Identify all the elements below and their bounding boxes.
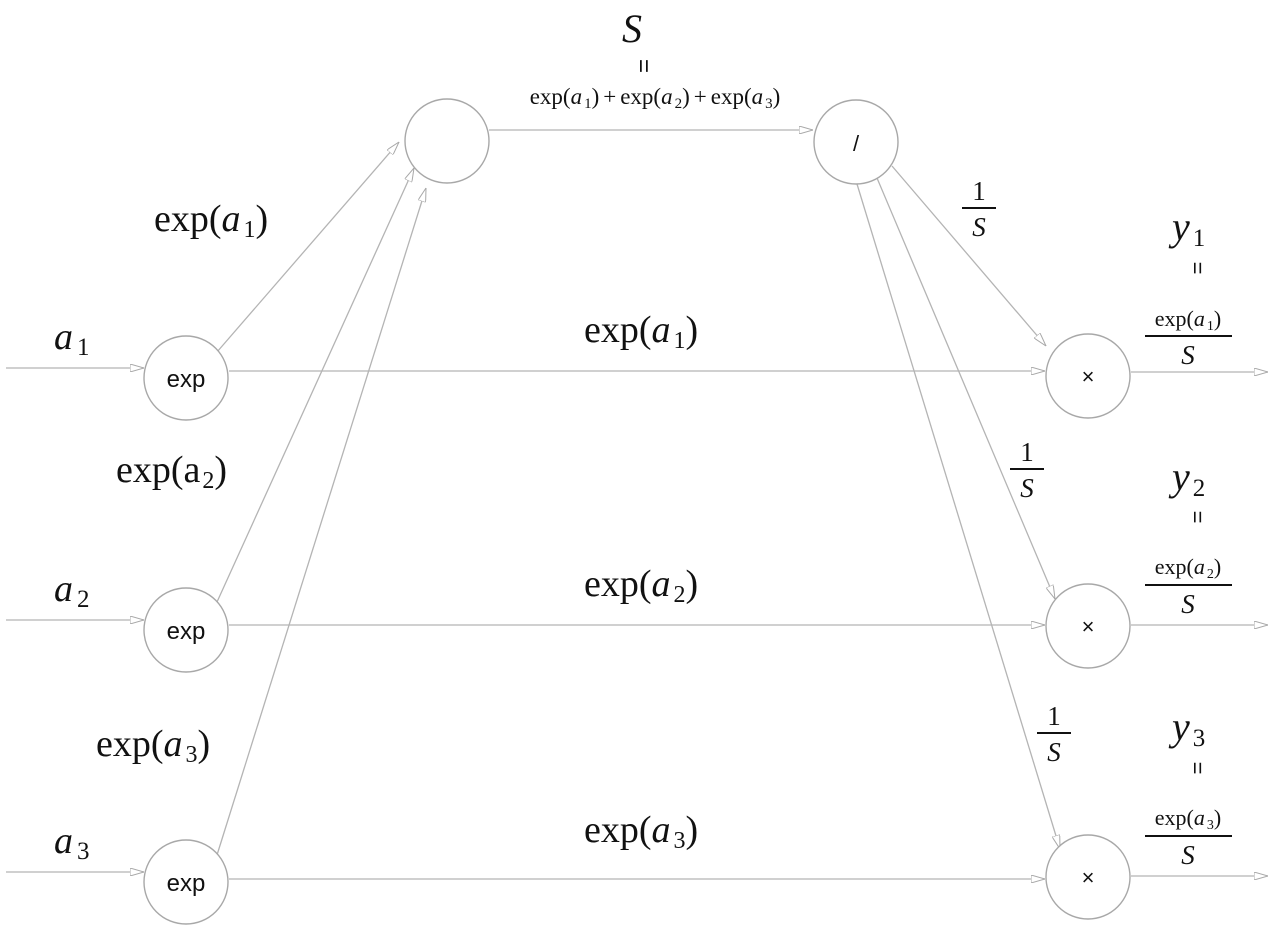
edge-label-exp-a1-mul: exp(a 1) bbox=[584, 309, 698, 354]
edge-label-exp-a1-sum: exp(a 1) bbox=[154, 198, 268, 243]
output-label-y2-equals: = bbox=[1185, 511, 1210, 524]
multiply-node-3: × bbox=[1045, 834, 1131, 920]
div-to-mul3-edge bbox=[856, 183, 1061, 849]
divide-node-label: / bbox=[853, 131, 860, 156]
output-label-y1-equals: = bbox=[1185, 262, 1210, 275]
reciprocal-label-3-den: S bbox=[1047, 737, 1061, 767]
reciprocal-label-3: 1 S bbox=[1037, 701, 1071, 767]
div-to-mul2-edge bbox=[876, 177, 1055, 599]
reciprocal-label-1: 1 S bbox=[962, 176, 996, 242]
exp-node-2: exp bbox=[143, 587, 229, 673]
multiply-node-2: × bbox=[1045, 583, 1131, 669]
output-label-y1-denominator: S bbox=[1181, 340, 1195, 370]
exp-node-3-label: exp bbox=[167, 870, 206, 897]
exp3-to-sum-edge bbox=[216, 188, 427, 856]
divide-node: / bbox=[813, 99, 899, 185]
multiply-node-1-label: × bbox=[1082, 364, 1095, 389]
reciprocal-label-2: 1 S bbox=[1010, 437, 1044, 503]
reciprocal-label-3-num: 1 bbox=[1047, 701, 1061, 731]
multiply-node-2-label: × bbox=[1082, 614, 1095, 639]
output-label-y3-numerator: exp(a 3) bbox=[1155, 805, 1221, 833]
multiply-node-1: × bbox=[1045, 333, 1131, 419]
sum-node bbox=[404, 98, 490, 184]
exp-node-2-label: exp bbox=[167, 618, 206, 645]
div-to-mul1-edge bbox=[891, 165, 1046, 346]
multiply-node-3-label: × bbox=[1082, 865, 1095, 890]
output-label-y2-denominator: S bbox=[1181, 589, 1195, 619]
edge-label-exp-a2-mul: exp(a 2) bbox=[584, 563, 698, 608]
sum-output-equals: = bbox=[630, 59, 657, 73]
edge-label-exp-a3-mul: exp(a 3) bbox=[584, 809, 698, 854]
reciprocal-label-2-den: S bbox=[1020, 473, 1034, 503]
exp-node-1-label: exp bbox=[167, 366, 206, 393]
reciprocal-label-1-num: 1 bbox=[972, 176, 986, 206]
output-label-y3-denominator: S bbox=[1181, 840, 1195, 870]
exp-node-3: exp bbox=[143, 839, 229, 925]
exp1-to-sum-edge bbox=[216, 142, 399, 353]
output-label-y2-numerator: exp(a 2) bbox=[1155, 554, 1221, 582]
output-label-y1-numerator: exp(a 1) bbox=[1155, 306, 1221, 334]
sum-output-symbol: S bbox=[622, 6, 642, 51]
output-label-y3-equals: = bbox=[1185, 762, 1210, 775]
reciprocal-label-1-den: S bbox=[972, 212, 986, 242]
exp2-to-sum-edge bbox=[216, 168, 414, 603]
exp-node-1: exp bbox=[143, 335, 229, 421]
edge-label-exp-a3-sum: exp(a 3) bbox=[96, 723, 210, 768]
edge-label-exp-a2-sum: exp(a2) bbox=[116, 449, 227, 494]
sum-output-expression: exp(a 1) + exp(a 2) + exp(a 3) bbox=[530, 84, 781, 112]
reciprocal-label-2-num: 1 bbox=[1020, 437, 1034, 467]
